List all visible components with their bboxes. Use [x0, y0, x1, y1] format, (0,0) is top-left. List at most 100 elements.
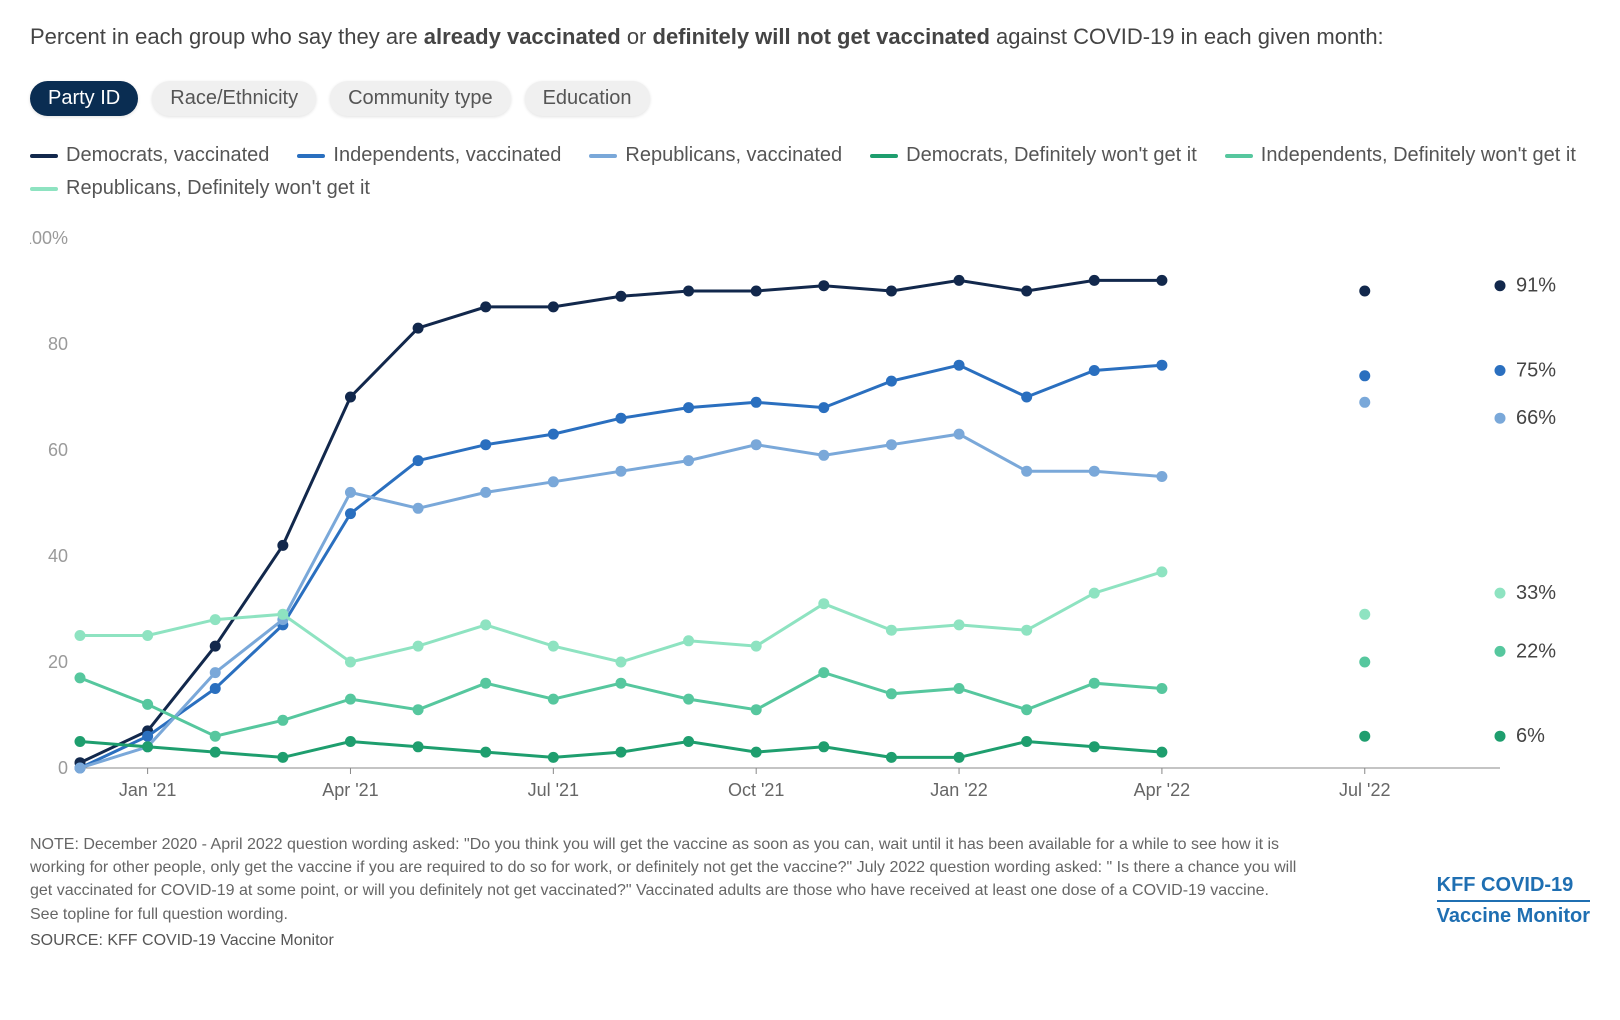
data-point: [954, 429, 965, 440]
data-point: [954, 752, 965, 763]
data-point: [818, 598, 829, 609]
series-line: [80, 365, 1162, 768]
data-point: [683, 286, 694, 297]
data-point: [75, 672, 86, 683]
x-tick-label: Jan '21: [119, 780, 176, 800]
data-point: [1089, 365, 1100, 376]
data-point: [1359, 397, 1370, 408]
data-point: [210, 614, 221, 625]
series-end-label: 6%: [1516, 725, 1545, 747]
data-point: [480, 747, 491, 758]
series-end-label: 66%: [1516, 407, 1556, 429]
series-line: [80, 280, 1162, 762]
data-point: [615, 747, 626, 758]
note-label: NOTE:: [30, 836, 83, 853]
data-point: [886, 286, 897, 297]
data-point: [751, 704, 762, 715]
data-point: [142, 731, 153, 742]
data-point: [615, 657, 626, 668]
source-value: KFF COVID-19 Vaccine Monitor: [107, 932, 333, 949]
legend-swatch: [30, 187, 58, 191]
tab-party-id[interactable]: Party ID: [30, 81, 138, 116]
data-point: [1359, 657, 1370, 668]
footer: NOTE: December 2020 - April 2022 questio…: [30, 833, 1590, 950]
data-point: [954, 275, 965, 286]
data-point: [818, 450, 829, 461]
series-end-label: 91%: [1516, 275, 1556, 297]
legend-swatch: [30, 154, 58, 158]
data-point: [1495, 646, 1506, 657]
data-point: [413, 503, 424, 514]
data-point: [75, 630, 86, 641]
data-point: [751, 439, 762, 450]
y-tick-label: 40: [48, 546, 68, 566]
chart-title: Percent in each group who say they are a…: [30, 20, 1590, 53]
x-tick-label: Apr '21: [322, 780, 378, 800]
data-point: [1089, 588, 1100, 599]
data-point: [818, 741, 829, 752]
x-tick-label: Apr '22: [1134, 780, 1190, 800]
data-point: [277, 715, 288, 726]
data-point: [1021, 286, 1032, 297]
data-point: [1156, 683, 1167, 694]
data-point: [142, 630, 153, 641]
data-point: [1089, 275, 1100, 286]
data-point: [548, 752, 559, 763]
data-point: [413, 704, 424, 715]
data-point: [548, 301, 559, 312]
data-point: [345, 694, 356, 705]
legend-label: Independents, Definitely won't get it: [1261, 144, 1576, 167]
data-point: [413, 741, 424, 752]
data-point: [1089, 466, 1100, 477]
data-point: [683, 455, 694, 466]
data-point: [480, 301, 491, 312]
data-point: [480, 487, 491, 498]
legend-swatch: [297, 154, 325, 158]
brand-line-1: KFF COVID-19: [1437, 874, 1590, 897]
chart-area: 020406080100%Jan '21Apr '21Jul '21Oct '2…: [30, 218, 1590, 813]
title-bold-2: definitely will not get vaccinated: [653, 24, 990, 49]
legend-label: Independents, vaccinated: [333, 144, 561, 167]
data-point: [413, 323, 424, 334]
data-point: [277, 609, 288, 620]
title-prefix: Percent in each group who say they are: [30, 24, 424, 49]
data-point: [210, 641, 221, 652]
data-point: [886, 688, 897, 699]
tab-race-ethnicity[interactable]: Race/Ethnicity: [152, 81, 316, 116]
data-point: [1156, 566, 1167, 577]
data-point: [1359, 731, 1370, 742]
data-point: [1089, 741, 1100, 752]
data-point: [818, 402, 829, 413]
data-point: [345, 736, 356, 747]
data-point: [954, 683, 965, 694]
legend-swatch: [1225, 154, 1253, 158]
data-point: [1359, 609, 1370, 620]
y-tick-label: 0: [58, 758, 68, 778]
data-point: [548, 694, 559, 705]
brand-line-2: Vaccine Monitor: [1437, 900, 1590, 928]
tab-community-type[interactable]: Community type: [330, 81, 511, 116]
x-tick-label: Oct '21: [728, 780, 784, 800]
data-point: [954, 619, 965, 630]
tab-education[interactable]: Education: [525, 81, 650, 116]
legend-label: Democrats, vaccinated: [66, 144, 269, 167]
legend-label: Democrats, Definitely won't get it: [906, 144, 1197, 167]
data-point: [277, 752, 288, 763]
brand-badge: KFF COVID-19 Vaccine Monitor: [1437, 874, 1590, 928]
legend-label: Republicans, vaccinated: [625, 144, 842, 167]
data-point: [1495, 413, 1506, 424]
data-point: [210, 683, 221, 694]
source-text: SOURCE: KFF COVID-19 Vaccine Monitor: [30, 932, 1590, 950]
data-point: [1021, 704, 1032, 715]
data-point: [683, 635, 694, 646]
data-point: [345, 392, 356, 403]
data-point: [1495, 731, 1506, 742]
note-text: NOTE: December 2020 - April 2022 questio…: [30, 833, 1300, 926]
data-point: [751, 286, 762, 297]
data-point: [751, 397, 762, 408]
y-tick-label: 60: [48, 440, 68, 460]
y-tick-label: 20: [48, 652, 68, 672]
data-point: [480, 619, 491, 630]
data-point: [548, 641, 559, 652]
data-point: [683, 402, 694, 413]
